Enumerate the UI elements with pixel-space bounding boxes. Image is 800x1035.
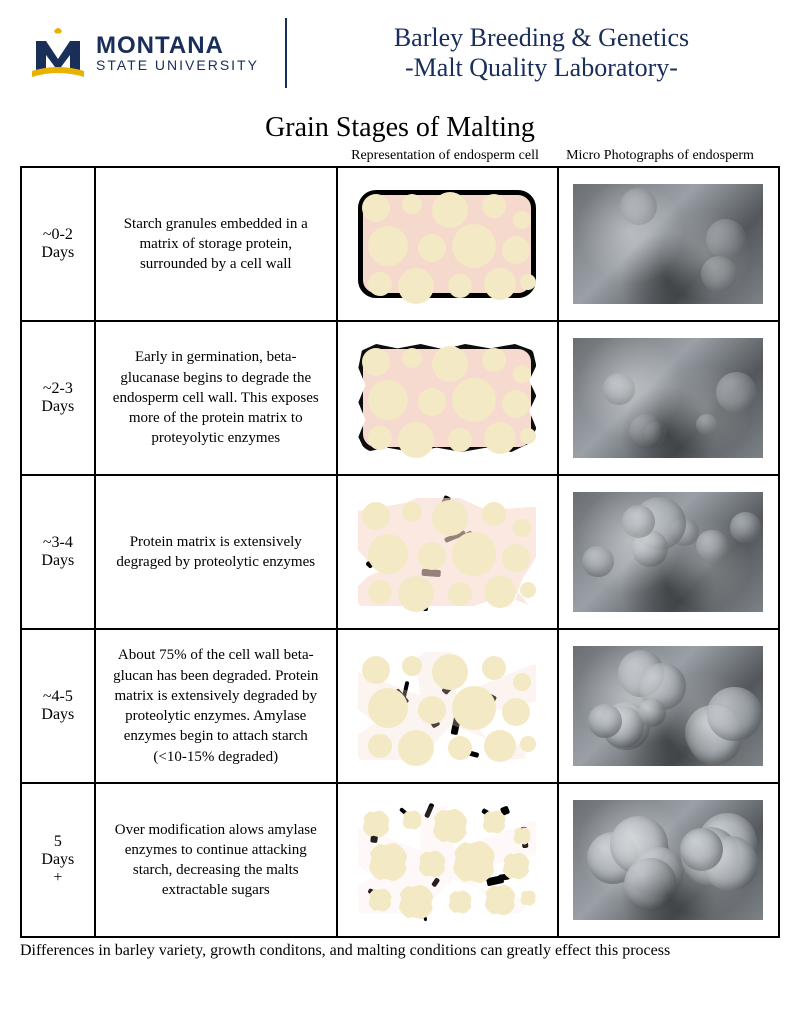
lab-title-line1: Barley Breeding & Genetics (313, 23, 770, 53)
table-row: 5Days+Over modification alows amylase en… (21, 783, 779, 937)
university-name: MONTANA (96, 34, 259, 58)
stage-diagram (337, 321, 558, 475)
stage-microphoto (558, 167, 779, 321)
stage-diagram (337, 783, 558, 937)
header-diagram: Representation of endosperm cell (340, 148, 550, 164)
stage-diagram (337, 475, 558, 629)
stage-days: 5Days+ (21, 783, 95, 937)
stage-days: ~2-3Days (21, 321, 95, 475)
footnote: Differences in barley variety, growth co… (0, 938, 800, 960)
stage-days: ~3-4Days (21, 475, 95, 629)
stage-description: Over modification alows amylase enzymes … (95, 783, 337, 937)
page-header: MONTANA STATE UNIVERSITY Barley Breeding… (0, 0, 800, 98)
stage-days: ~4-5Days (21, 629, 95, 783)
stage-description: Protein matrix is extensively degraged b… (95, 475, 337, 629)
stage-microphoto (558, 783, 779, 937)
stage-days: ~0-2Days (21, 167, 95, 321)
header-photo: Micro Photographs of endosperm (550, 148, 770, 164)
table-row: ~3-4DaysProtein matrix is extensively de… (21, 475, 779, 629)
stage-microphoto (558, 629, 779, 783)
university-text: MONTANA STATE UNIVERSITY (96, 34, 259, 72)
university-subtitle: STATE UNIVERSITY (96, 58, 259, 72)
stage-microphoto (558, 321, 779, 475)
table-row: ~2-3DaysEarly in germination, beta-gluca… (21, 321, 779, 475)
table-row: ~4-5DaysAbout 75% of the cell wall beta-… (21, 629, 779, 783)
stage-description: Early in germination, beta-glucanase beg… (95, 321, 337, 475)
lab-title-block: Barley Breeding & Genetics -Malt Quality… (313, 23, 770, 83)
column-headers: Representation of endosperm cell Micro P… (0, 148, 800, 164)
lab-title-line2: -Malt Quality Laboratory- (313, 53, 770, 83)
msu-logo-icon (30, 25, 86, 81)
university-logo-block: MONTANA STATE UNIVERSITY (30, 25, 259, 81)
stage-microphoto (558, 475, 779, 629)
stage-description: Starch granules embedded in a matrix of … (95, 167, 337, 321)
stage-diagram (337, 167, 558, 321)
stage-diagram (337, 629, 558, 783)
table-row: ~0-2DaysStarch granules embedded in a ma… (21, 167, 779, 321)
header-divider (285, 18, 287, 88)
stages-table: ~0-2DaysStarch granules embedded in a ma… (20, 166, 780, 938)
page-title: Grain Stages of Malting (0, 98, 800, 148)
stage-description: About 75% of the cell wall beta-glucan h… (95, 629, 337, 783)
